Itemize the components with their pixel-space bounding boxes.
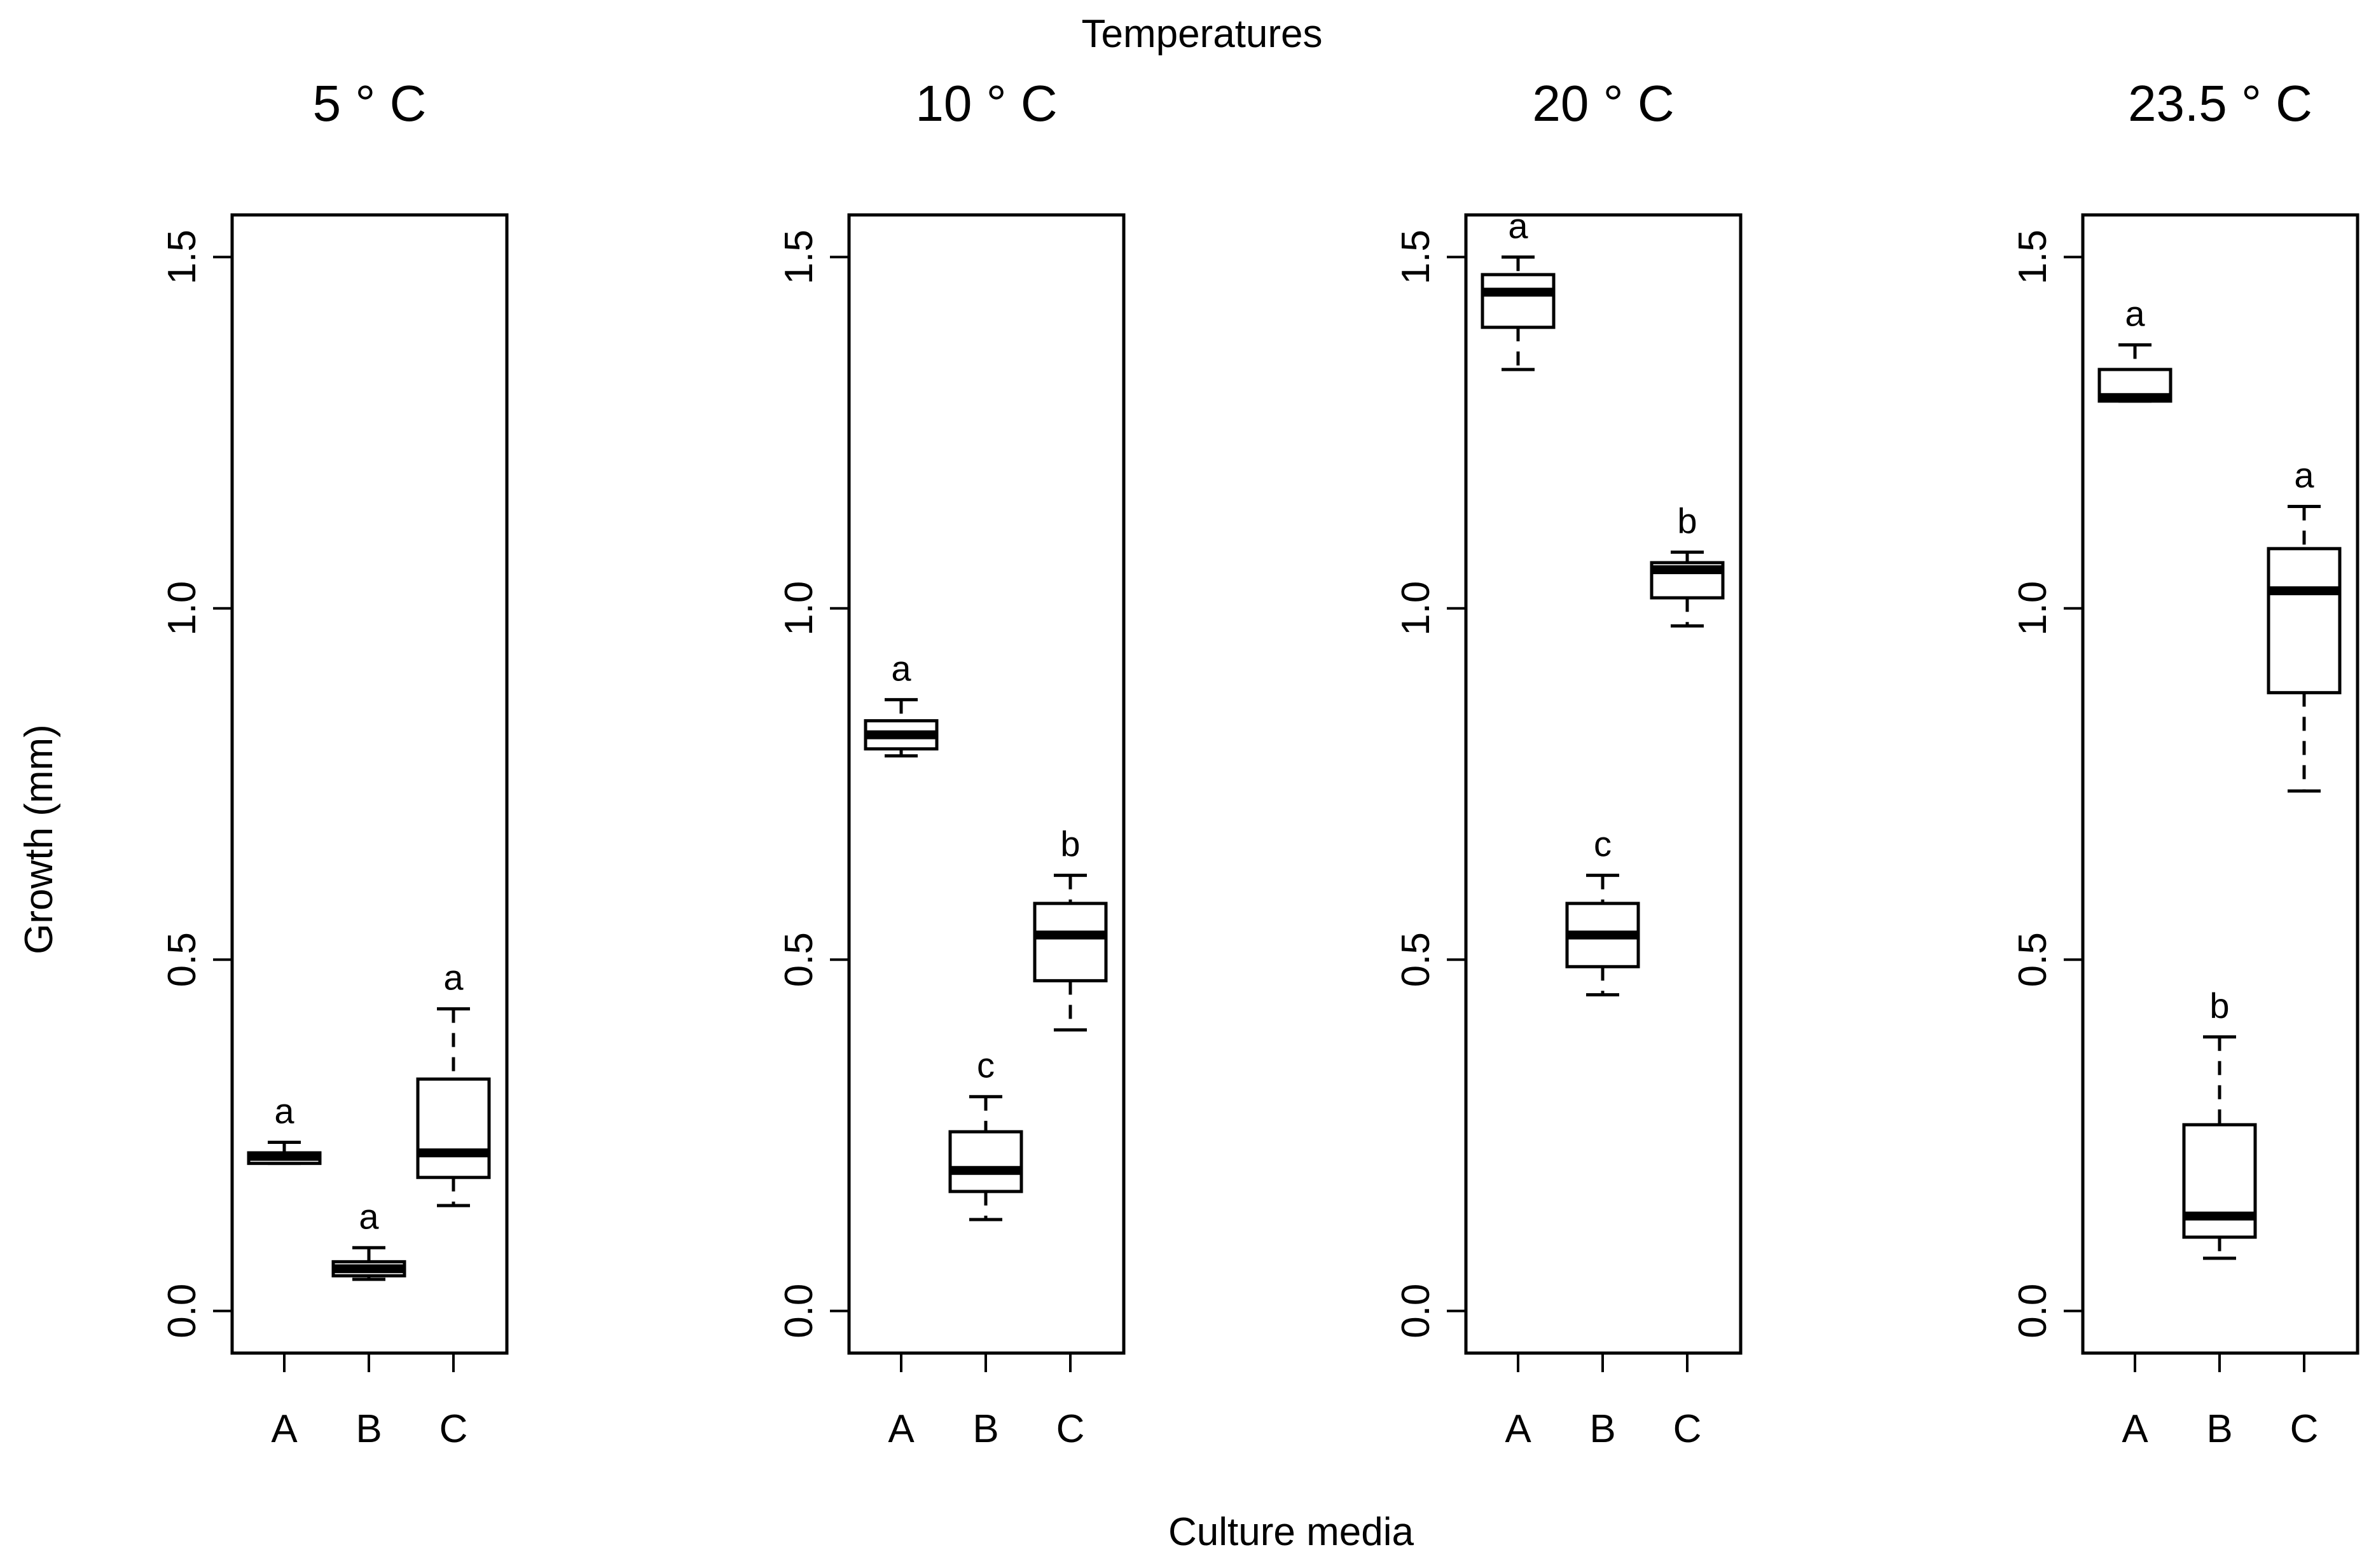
box-body [948,1130,1023,1193]
panels: 5 ° C 0.0 0.5 1.0 1.5 A B Ca a a 10 ° C 0.0 0.5 1.0 1.… [160,75,2359,1451]
y-tick-label: 1.5 [1394,230,1438,284]
plot-frame [230,213,509,1355]
x-tick-label: C [439,1407,468,1451]
box-B: c [1565,824,1640,996]
significance-letter: b [2209,986,2229,1026]
significance-letter: b [1060,824,1080,864]
box-body [1033,902,1108,982]
box-B: a [331,1196,406,1281]
panel-title: 10 ° C [915,75,1057,132]
significance-letter: a [1508,205,1528,245]
x-tick-label: B [2206,1407,2232,1451]
x-tick-label: B [972,1407,998,1451]
y-tick-label: 0.5 [1394,932,1438,987]
significance-letter: a [891,648,911,688]
box-B: c [948,1045,1023,1221]
x-tick-label: A [888,1407,915,1451]
y-tick-label: 0.0 [160,1284,204,1338]
x-tick-label: B [1589,1407,1615,1451]
x-tick-label: C [1673,1407,1702,1451]
panel: 20 ° C 0.0 0.5 1.0 1.5 A B Ca c b [1394,75,1743,1451]
panel: 10 ° C 0.0 0.5 1.0 1.5 A B Ca c b [777,75,1126,1451]
y-tick-label: 0.0 [777,1284,821,1338]
significance-letter: c [977,1045,995,1085]
y-tick-label: 1.0 [777,581,821,636]
x-tick-label: A [271,1407,298,1451]
box-body [1481,273,1556,329]
significance-letter: a [443,958,464,998]
y-tick-label: 1.5 [160,230,204,284]
panel-title: 23.5 ° C [2128,75,2312,132]
top-label: Temperatures [1081,12,1322,56]
y-tick-label: 0.5 [777,932,821,987]
box-A: a [1481,205,1556,371]
panel-title: 5 ° C [313,75,427,132]
panel-title: 20 ° C [1532,75,1674,132]
x-tick-label: C [2290,1407,2319,1451]
x-tick-label: A [2122,1407,2148,1451]
significance-letter: a [2125,293,2145,333]
y-tick-label: 1.0 [160,581,204,636]
x-tick-label: A [1505,1407,1531,1451]
box-A: a [2097,293,2172,403]
x-axis-label: Culture media [1168,1510,1414,1554]
y-tick-label: 0.5 [2011,932,2055,987]
panel: 5 ° C 0.0 0.5 1.0 1.5 A B Ca a a [160,75,509,1451]
significance-letter: b [1677,500,1697,540]
box-C: a [2267,455,2342,793]
box-C: b [1033,824,1108,1032]
box-C: b [1650,500,1725,628]
significance-letter: a [359,1196,379,1236]
x-tick-label: C [1056,1407,1085,1451]
significance-letter: a [2294,455,2314,495]
box-B: b [2182,986,2257,1260]
y-tick-label: 1.5 [2011,230,2055,284]
box-body [2267,547,2342,694]
significance-letter: c [1594,824,1612,864]
significance-letter: a [274,1091,294,1131]
y-tick-label: 0.0 [2011,1284,2055,1338]
x-tick-label: B [356,1407,382,1451]
y-tick-label: 0.5 [160,932,204,987]
box-A: a [864,648,939,758]
panel: 23.5 ° C 0.0 0.5 1.0 1.5 A B Ca b a [2011,75,2359,1451]
box-A: a [247,1091,322,1166]
box-C: a [416,958,491,1207]
y-tick-label: 1.0 [2011,581,2055,636]
plot-frame [1464,213,1743,1355]
y-tick-label: 1.0 [1394,581,1438,636]
box-body [416,1077,491,1179]
y-tick-label: 1.5 [777,230,821,284]
y-axis-label: Growth (mm) [17,724,61,954]
y-tick-label: 0.0 [1394,1284,1438,1338]
